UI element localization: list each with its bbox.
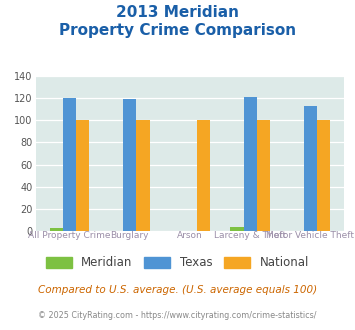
Bar — [257, 120, 270, 231]
Text: Larceny & Theft: Larceny & Theft — [214, 231, 286, 240]
Text: 2013 Meridian: 2013 Meridian — [116, 5, 239, 20]
Text: Motor Vehicle Theft: Motor Vehicle Theft — [267, 231, 354, 240]
Text: All Property Crime: All Property Crime — [28, 231, 111, 240]
Legend: Meridian, Texas, National: Meridian, Texas, National — [41, 252, 314, 274]
Text: Property Crime Comparison: Property Crime Comparison — [59, 23, 296, 38]
Text: © 2025 CityRating.com - https://www.cityrating.com/crime-statistics/: © 2025 CityRating.com - https://www.city… — [38, 311, 317, 320]
Text: Burglary: Burglary — [110, 231, 149, 240]
Bar — [123, 99, 136, 231]
Bar — [304, 106, 317, 231]
Text: Compared to U.S. average. (U.S. average equals 100): Compared to U.S. average. (U.S. average … — [38, 285, 317, 295]
Bar — [317, 120, 330, 231]
Text: Arson: Arson — [177, 231, 203, 240]
Bar — [136, 120, 149, 231]
Bar — [50, 228, 63, 231]
Bar — [244, 97, 257, 231]
Bar — [76, 120, 89, 231]
Bar — [63, 98, 76, 231]
Bar — [230, 227, 244, 231]
Bar — [197, 120, 210, 231]
